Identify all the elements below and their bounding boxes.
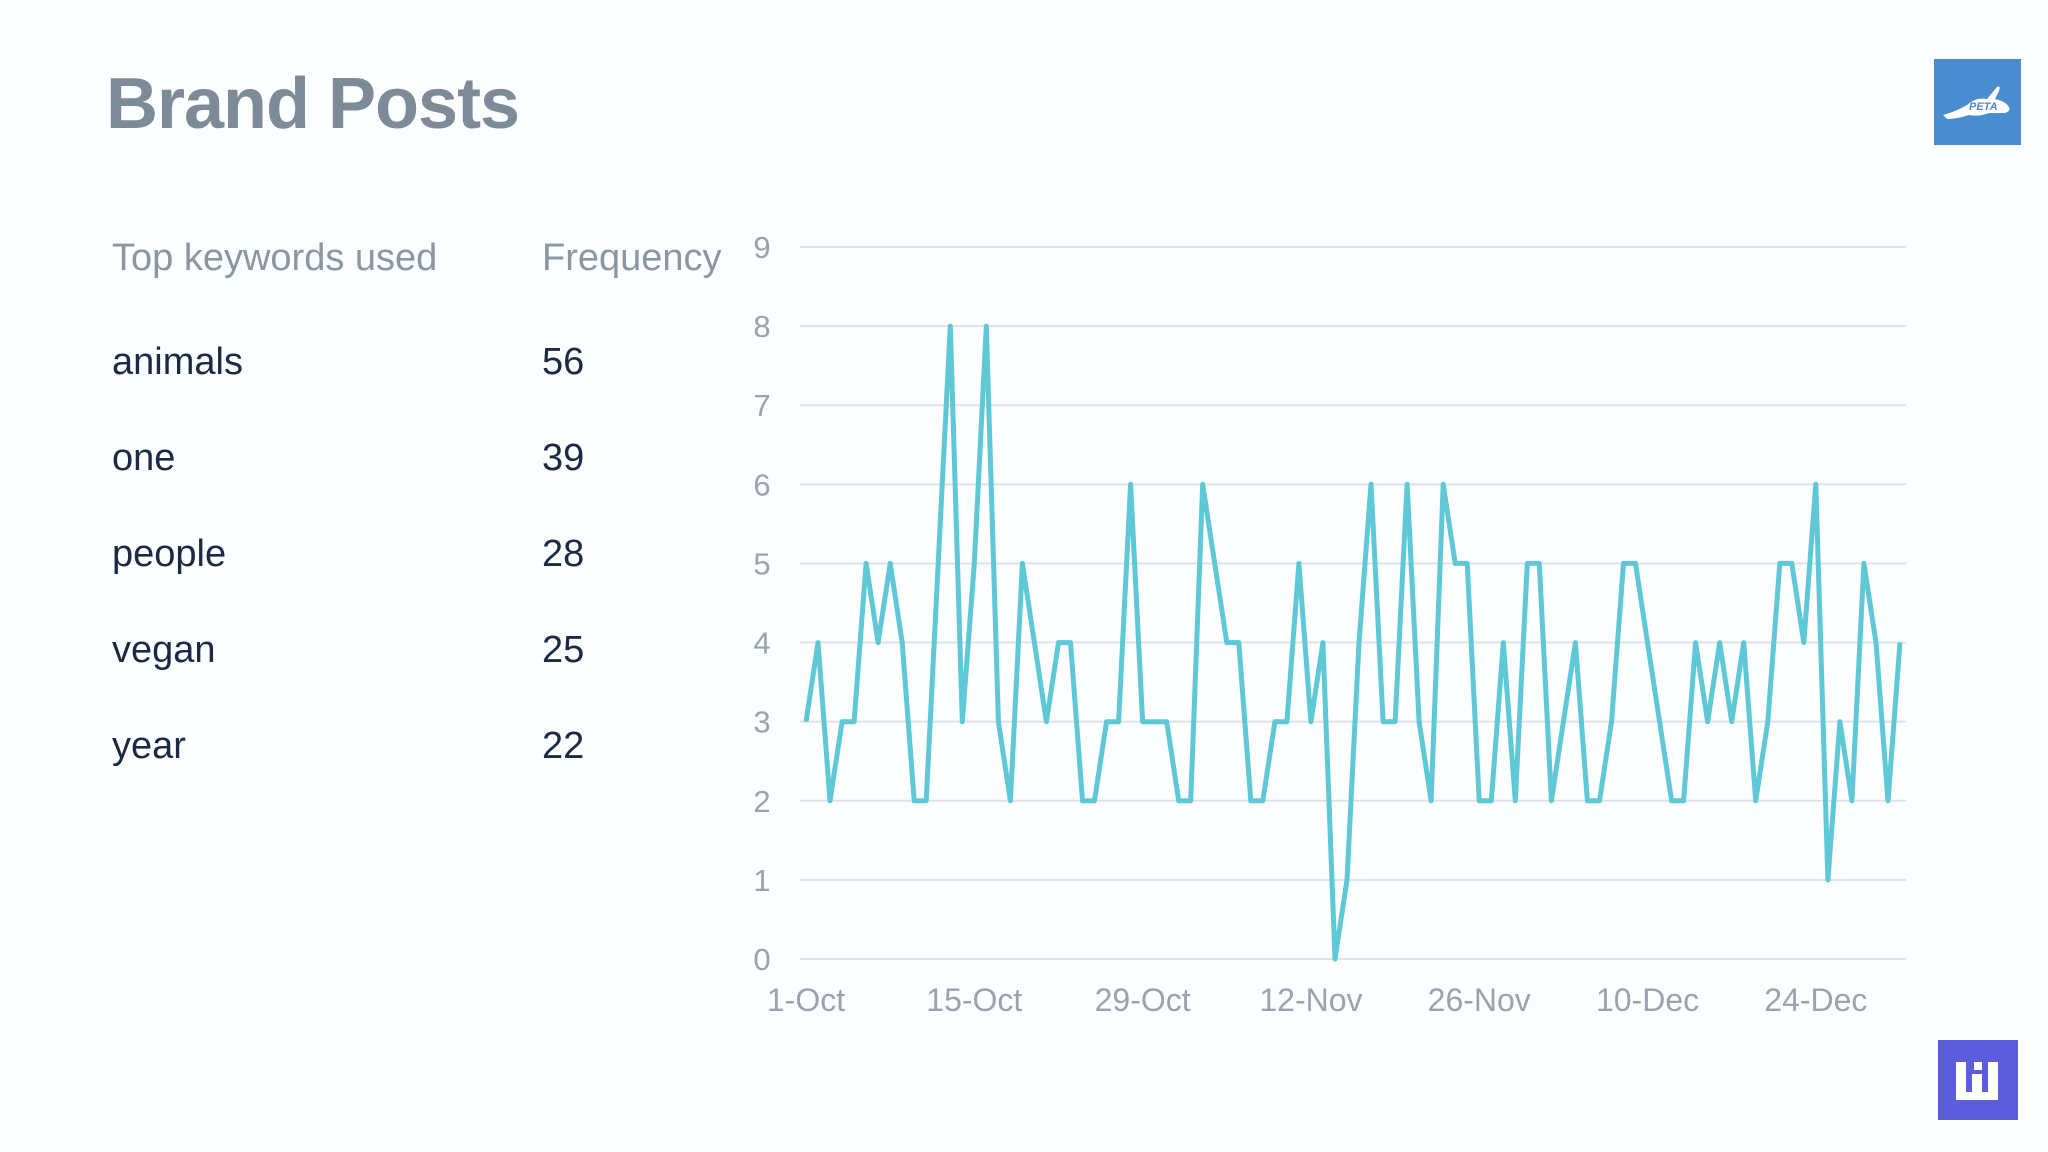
keyword-table-body: animals 56 one 39 people 28 vegan 25 yea… bbox=[112, 334, 752, 814]
brand-logo bbox=[1938, 1040, 2018, 1120]
x-tick-label: 29-Oct bbox=[1095, 982, 1191, 1018]
keyword-cell: vegan bbox=[112, 629, 216, 671]
table-row: people 28 bbox=[112, 526, 752, 622]
line-chart-svg: 0 1 2 3 4 5 6 7 8 9 1-Oct 15-Oct 29-Oct 12-Nov 26-Nov 1… bbox=[753, 230, 1906, 1018]
y-tick-label: 5 bbox=[753, 546, 770, 581]
keyword-cell: year bbox=[112, 725, 186, 767]
keyword-cell: one bbox=[112, 437, 176, 479]
frequency-cell: 56 bbox=[542, 341, 585, 383]
keyword-table-header: Top keywords used Frequency bbox=[112, 230, 752, 286]
keyword-cell: people bbox=[112, 533, 227, 575]
line-chart: 0 1 2 3 4 5 6 7 8 9 1-Oct 15-Oct 29-Oct 12-Nov 26-Nov 1… bbox=[740, 220, 1920, 1045]
frequency-cell: 28 bbox=[542, 533, 585, 575]
table-row: one 39 bbox=[112, 430, 752, 526]
x-tick-label: 26-Nov bbox=[1428, 982, 1531, 1018]
table-row: year 22 bbox=[112, 718, 752, 814]
x-tick-label: 15-Oct bbox=[926, 982, 1022, 1018]
y-tick-label: 1 bbox=[753, 863, 770, 898]
y-tick-label: 7 bbox=[753, 388, 770, 423]
x-tick-label: 24-Dec bbox=[1764, 982, 1867, 1018]
column-header-keyword: Top keywords used bbox=[112, 237, 438, 279]
rabbit-logo-icon: PETA bbox=[1942, 86, 2009, 119]
frequency-cell: 22 bbox=[542, 725, 585, 767]
y-tick-label: 8 bbox=[753, 309, 770, 344]
x-tick-label: 12-Nov bbox=[1259, 982, 1362, 1018]
svg-text:PETA: PETA bbox=[1969, 101, 1998, 113]
table-row: animals 56 bbox=[112, 334, 752, 430]
frequency-cell: 25 bbox=[542, 629, 585, 671]
y-tick-label: 2 bbox=[753, 784, 770, 819]
x-tick-label: 1-Oct bbox=[767, 982, 845, 1018]
column-header-frequency: Frequency bbox=[542, 237, 722, 279]
y-tick-label: 6 bbox=[753, 467, 770, 502]
y-tick-label: 3 bbox=[753, 705, 770, 740]
x-tick-label: 10-Dec bbox=[1596, 982, 1699, 1018]
keyword-table: Top keywords used Frequency animals 56 o… bbox=[112, 230, 752, 814]
y-tick-label: 4 bbox=[753, 626, 770, 661]
keyword-cell: animals bbox=[112, 341, 243, 383]
brand-mark-icon bbox=[1956, 1062, 1998, 1100]
y-tick-label: 0 bbox=[753, 942, 770, 977]
table-row: vegan 25 bbox=[112, 622, 752, 718]
frequency-cell: 39 bbox=[542, 437, 585, 479]
peta-logo: PETA bbox=[1934, 59, 2021, 145]
series-line bbox=[803, 323, 1903, 962]
page-title: Brand Posts bbox=[106, 64, 520, 144]
y-tick-label: 9 bbox=[753, 230, 770, 265]
